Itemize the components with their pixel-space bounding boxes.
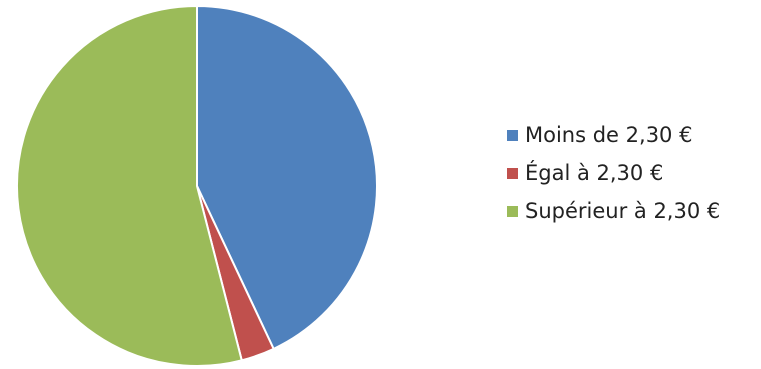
pie-slice-moins: [196, 5, 378, 350]
legend-item-moins: Moins de 2,30 €: [507, 120, 720, 150]
legend-item-superieur: Supérieur à 2,30 €: [507, 196, 720, 226]
legend-swatch-moins: [507, 129, 518, 141]
pie-slice-superieur: [16, 5, 243, 367]
legend-item-egal: Égal à 2,30 €: [507, 158, 720, 188]
legend-label-egal: Égal à 2,30 €: [525, 161, 664, 185]
pie-slices: [16, 5, 378, 367]
legend: Moins de 2,30 € Égal à 2,30 € Supérieur …: [507, 120, 720, 226]
legend-label-superieur: Supérieur à 2,30 €: [525, 199, 721, 223]
legend-label-moins: Moins de 2,30 €: [525, 123, 693, 147]
legend-swatch-superieur: [507, 205, 518, 217]
legend-swatch-egal: [507, 167, 518, 179]
